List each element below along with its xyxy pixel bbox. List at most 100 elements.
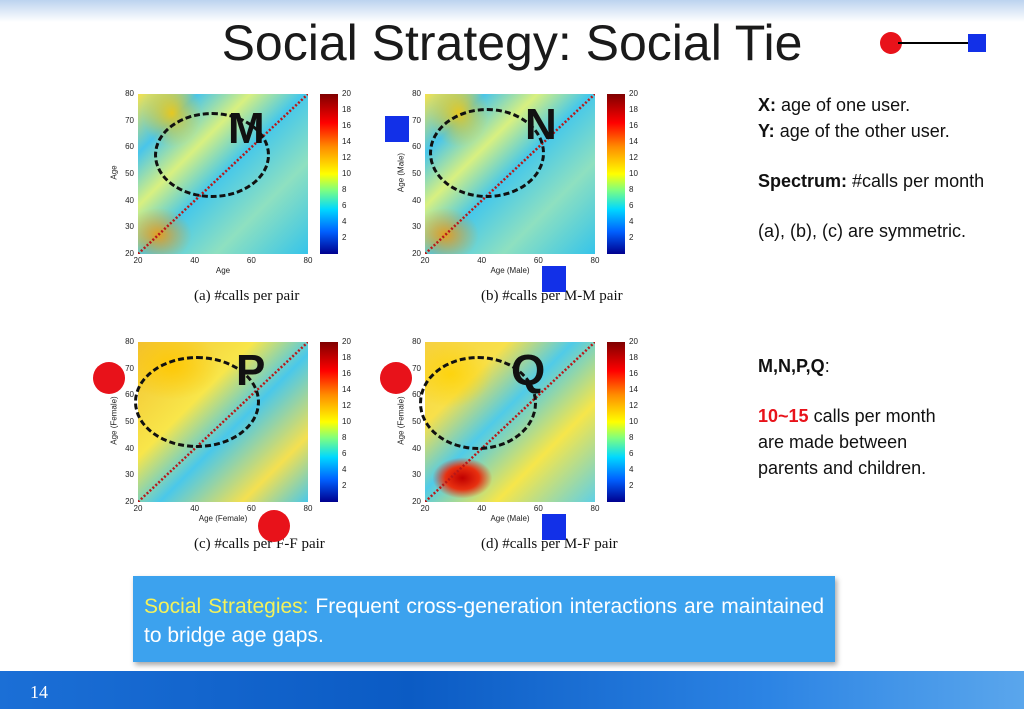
y-tick-c: 80 (125, 337, 134, 346)
callout-text: Social Strategies: Frequent cross-genera… (144, 592, 824, 650)
colorbar-tick-d: 8 (629, 433, 634, 442)
x-tick-d: 20 (420, 504, 430, 513)
colorbar-tick-c: 4 (342, 465, 347, 474)
y-tick-c: 60 (125, 390, 134, 400)
y-tick-b: 40 (412, 195, 421, 205)
colorbar-tick-d: 10 (629, 417, 638, 426)
range-note: 10~15 calls per month are made between p… (758, 403, 936, 481)
x-tick-c: 20 (133, 504, 143, 513)
colorbar-tick-c: 10 (342, 417, 351, 426)
y-tick-c: 70 (125, 363, 134, 373)
spectrum-note-text: #calls per month (852, 171, 985, 191)
y-tick-b: 30 (412, 222, 421, 232)
symmetry-note: (a), (b), (c) are symmetric. (758, 218, 966, 244)
x-tick-b: 40 (477, 256, 487, 265)
y-axis-label-b: Age (Male) (396, 152, 406, 193)
y-tick-a: 20 (125, 249, 134, 258)
footer-bar (0, 671, 1024, 709)
range-text-1: calls per month (813, 406, 936, 426)
mnpq-note: M,N,P,Q: (758, 353, 830, 379)
x-axis-label-d: Age (Male) (490, 514, 530, 523)
annotation-ellipse-a (154, 112, 270, 198)
colorbar-tick-c: 18 (342, 353, 351, 362)
colorbar-tick-a: 12 (342, 153, 351, 162)
y-tick-a: 40 (125, 195, 134, 205)
x-tick-a: 60 (246, 256, 256, 265)
y-tick-a: 70 (125, 115, 134, 125)
y-axis-label-a: Age (109, 165, 119, 180)
x-tick-c: 80 (303, 504, 313, 513)
colorbar-tick-b: 6 (629, 201, 634, 210)
colorbar-b (607, 94, 625, 254)
slide-title: Social Strategy: Social Tie (221, 15, 803, 71)
y-tick-c: 30 (125, 470, 134, 480)
y-tick-c: 40 (125, 443, 134, 453)
y-tick-c: 50 (125, 417, 134, 426)
x-tick-a: 80 (303, 256, 313, 265)
y-tick-b: 70 (412, 115, 421, 125)
colorbar-tick-a: 4 (342, 217, 347, 226)
chart-panel-a: M 80 70 60 50 40 30 20 20 40 60 80 Age Age 20 18 16 14 12 1… (108, 86, 408, 336)
colorbar-tick-d: 6 (629, 449, 634, 458)
colorbar-a (320, 94, 338, 254)
red-circle-icon (880, 32, 902, 54)
top-gradient-band (0, 0, 1024, 22)
x-tick-d: 40 (477, 504, 487, 513)
colorbar-tick-a: 16 (342, 121, 351, 130)
y-tick-b: 20 (412, 249, 421, 258)
x-tick-d: 80 (590, 504, 600, 513)
y-tick-d: 50 (412, 417, 421, 426)
chart-panel-b: N 80 70 60 50 40 30 20 20 40 60 80 Age (Male) Age (Ma… (385, 86, 695, 336)
mnpq-note-label: M,N,P,Q (758, 356, 825, 376)
tie-line-icon (898, 42, 970, 44)
y-tick-d: 20 (412, 497, 421, 506)
colorbar-tick-d: 16 (629, 369, 638, 378)
colorbar-tick-b: 2 (629, 233, 634, 242)
annotation-ellipse-c (134, 356, 260, 448)
spectrum-note: Spectrum: #calls per month (758, 168, 984, 194)
x-tick-b: 20 (420, 256, 430, 265)
chart-panel-c: P 80 70 60 50 40 30 20 20 40 60 80 Age (Female) Age (… (93, 334, 408, 584)
x-tick-c: 40 (190, 504, 200, 513)
colorbar-tick-c: 16 (342, 369, 351, 378)
colorbar-tick-d: 4 (629, 465, 634, 474)
colorbar-tick-c: 20 (342, 337, 351, 346)
colorbar-tick-d: 20 (629, 337, 638, 346)
x-note-label: X: (758, 95, 776, 115)
blue-square-icon (968, 34, 986, 52)
y-note-label: Y: (758, 121, 775, 141)
annotation-letter-d: Q (511, 346, 546, 395)
x-tick-d: 60 (533, 504, 543, 513)
chart-caption-a: (a) #calls per pair (194, 288, 300, 304)
x-tick-b: 60 (533, 256, 543, 265)
y-tick-b: 80 (412, 89, 421, 98)
annotation-letter-b: N (525, 100, 557, 149)
colorbar-tick-a: 20 (342, 89, 351, 98)
x-tick-b: 80 (590, 256, 600, 265)
red-circle-y-marker-d (380, 362, 412, 394)
callout-highlight: Social Strategies: (144, 595, 309, 618)
social-strategy-callout: Social Strategies: Frequent cross-genera… (133, 576, 835, 662)
x-axis-label-a: Age (215, 266, 231, 275)
tie-legend-icon (880, 30, 990, 56)
y-tick-d: 40 (412, 443, 421, 453)
colorbar-tick-b: 10 (629, 169, 638, 178)
annotation-letter-a: M (228, 104, 265, 153)
y-tick-a: 60 (125, 142, 134, 152)
colorbar-c (320, 342, 338, 502)
colorbar-tick-b: 20 (629, 89, 638, 98)
colorbar-tick-b: 12 (629, 153, 638, 162)
colorbar-tick-a: 10 (342, 169, 351, 178)
page-number: 14 (30, 682, 48, 702)
y-tick-d: 80 (412, 337, 421, 346)
chart-caption-d: (d) #calls per M-F pair (481, 536, 618, 552)
colorbar-tick-b: 16 (629, 121, 638, 130)
colorbar-tick-c: 8 (342, 433, 347, 442)
colorbar-tick-d: 14 (629, 385, 638, 394)
axis-notes: X: age of one user. Y: age of the other … (758, 92, 950, 144)
chart-panel-d: Q 80 70 60 50 40 30 20 20 40 60 80 Age (Male) Age (Fe… (380, 334, 695, 584)
y-tick-b: 60 (412, 142, 421, 152)
callout-body: Frequent cross-generation interactions a… (144, 595, 825, 647)
symmetry-note-text: (a), (b), (c) are symmetric. (758, 221, 967, 241)
y-tick-a: 80 (125, 89, 134, 98)
